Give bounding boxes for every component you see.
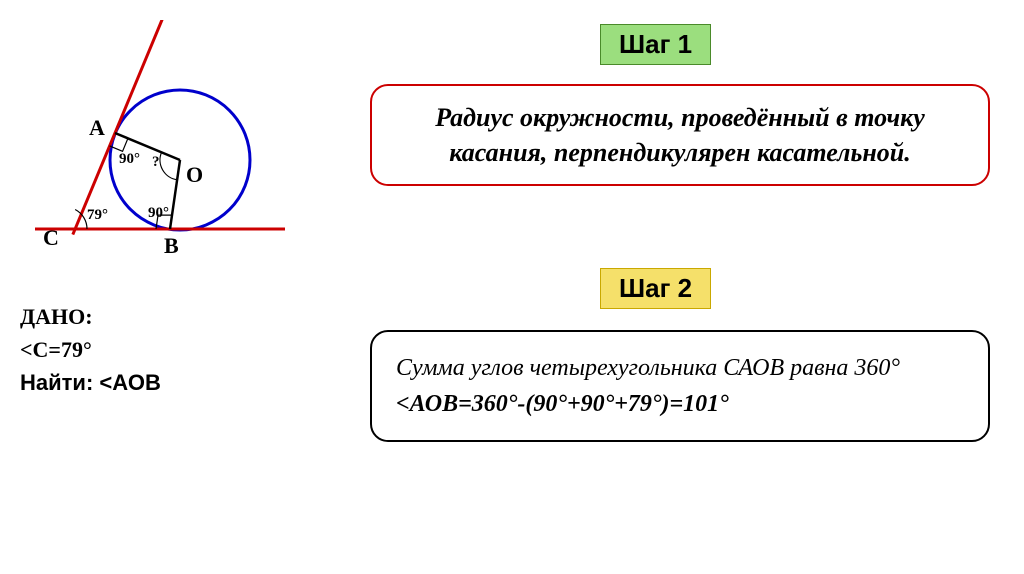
point-label-o: O	[186, 162, 203, 188]
radius-ob	[170, 160, 180, 229]
tangent-line-a	[73, 20, 165, 235]
find-label: Найти: <АОВ	[20, 366, 161, 399]
point-label-c: C	[43, 225, 59, 251]
given-angle-c: <С=79°	[20, 333, 161, 366]
step1-badge: Шаг 1	[600, 24, 711, 65]
angle-label-o: ?	[152, 154, 160, 171]
step1-box: Радиус окружности, проведённый в точку к…	[370, 84, 990, 186]
point-label-a: A	[89, 115, 105, 141]
angle-label-a: 90°	[119, 151, 140, 168]
diagram-svg	[20, 20, 290, 260]
step1-text: Радиус окружности, проведённый в точку к…	[435, 103, 925, 167]
given-block: ДАНО: <С=79° Найти: <АОВ	[20, 300, 161, 399]
step2-badge: Шаг 2	[600, 268, 711, 309]
angle-label-b: 90°	[148, 205, 169, 222]
given-title: ДАНО:	[20, 300, 161, 333]
geometry-diagram: A B C O 90° 90° 79° ?	[20, 20, 290, 260]
step2-line1: Сумма углов четырехугольника САОВ равна …	[396, 350, 964, 386]
point-label-b: B	[164, 233, 179, 259]
step2-box: Сумма углов четырехугольника САОВ равна …	[370, 330, 990, 442]
angle-label-c: 79°	[87, 207, 108, 224]
step2-line2: <АОВ=360°-(90°+90°+79°)=101°	[396, 386, 964, 422]
